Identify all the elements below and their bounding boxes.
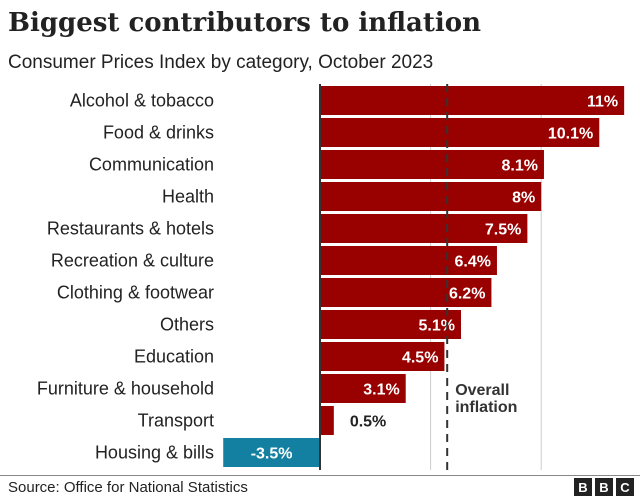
- chart-title: Biggest contributors to inflation: [8, 8, 482, 38]
- footer-divider: [0, 475, 640, 476]
- category-label: Communication: [89, 155, 214, 175]
- logo-letter: B: [595, 478, 613, 496]
- data-label: 11%: [587, 94, 618, 111]
- category-label: Alcohol & tobacco: [70, 91, 214, 111]
- data-label: 7.5%: [485, 222, 521, 239]
- data-label: 6.2%: [449, 286, 485, 303]
- reference-line-label: Overall: [455, 382, 509, 399]
- bar: [320, 374, 406, 403]
- chart-subtitle: Consumer Prices Index by category, Octob…: [8, 52, 434, 73]
- bar: [320, 150, 544, 179]
- category-label: Recreation & culture: [51, 251, 214, 271]
- bar: [223, 438, 320, 467]
- category-label: Furniture & household: [37, 379, 214, 399]
- data-label: 3.1%: [363, 382, 399, 399]
- bar: [320, 214, 528, 243]
- data-label: 10.1%: [548, 126, 593, 143]
- category-label: Clothing & footwear: [57, 283, 214, 303]
- category-label: Restaurants & hotels: [47, 219, 214, 239]
- data-label: 5.1%: [419, 318, 455, 335]
- category-label: Others: [160, 315, 214, 335]
- category-label: Education: [134, 347, 214, 367]
- data-label: 4.5%: [402, 350, 438, 367]
- bar: [320, 246, 497, 275]
- data-label: 0.5%: [350, 414, 386, 431]
- data-label: -3.5%: [251, 446, 293, 463]
- category-label: Transport: [138, 411, 214, 431]
- source-text: Source: Office for National Statistics: [8, 479, 248, 496]
- bar-chart: Alcohol & tobacco 11% Food & drinks 10.1% Co…: [37, 84, 625, 470]
- category-label: Housing & bills: [95, 443, 214, 463]
- category-label: Health: [162, 187, 214, 207]
- bar: [320, 406, 334, 435]
- data-label: 6.4%: [454, 254, 490, 271]
- bar: [320, 118, 600, 147]
- category-label: Food & drinks: [103, 123, 214, 143]
- logo-letter: C: [616, 478, 634, 496]
- bar: [320, 182, 542, 211]
- data-label: 8%: [512, 190, 535, 207]
- data-label: 8.1%: [501, 158, 537, 175]
- bar: [320, 310, 462, 339]
- bar: [320, 86, 625, 115]
- reference-line-label: inflation: [455, 399, 517, 416]
- bar: [320, 342, 445, 371]
- bbc-logo: B B C: [574, 478, 634, 496]
- bar: [320, 278, 492, 307]
- logo-letter: B: [574, 478, 592, 496]
